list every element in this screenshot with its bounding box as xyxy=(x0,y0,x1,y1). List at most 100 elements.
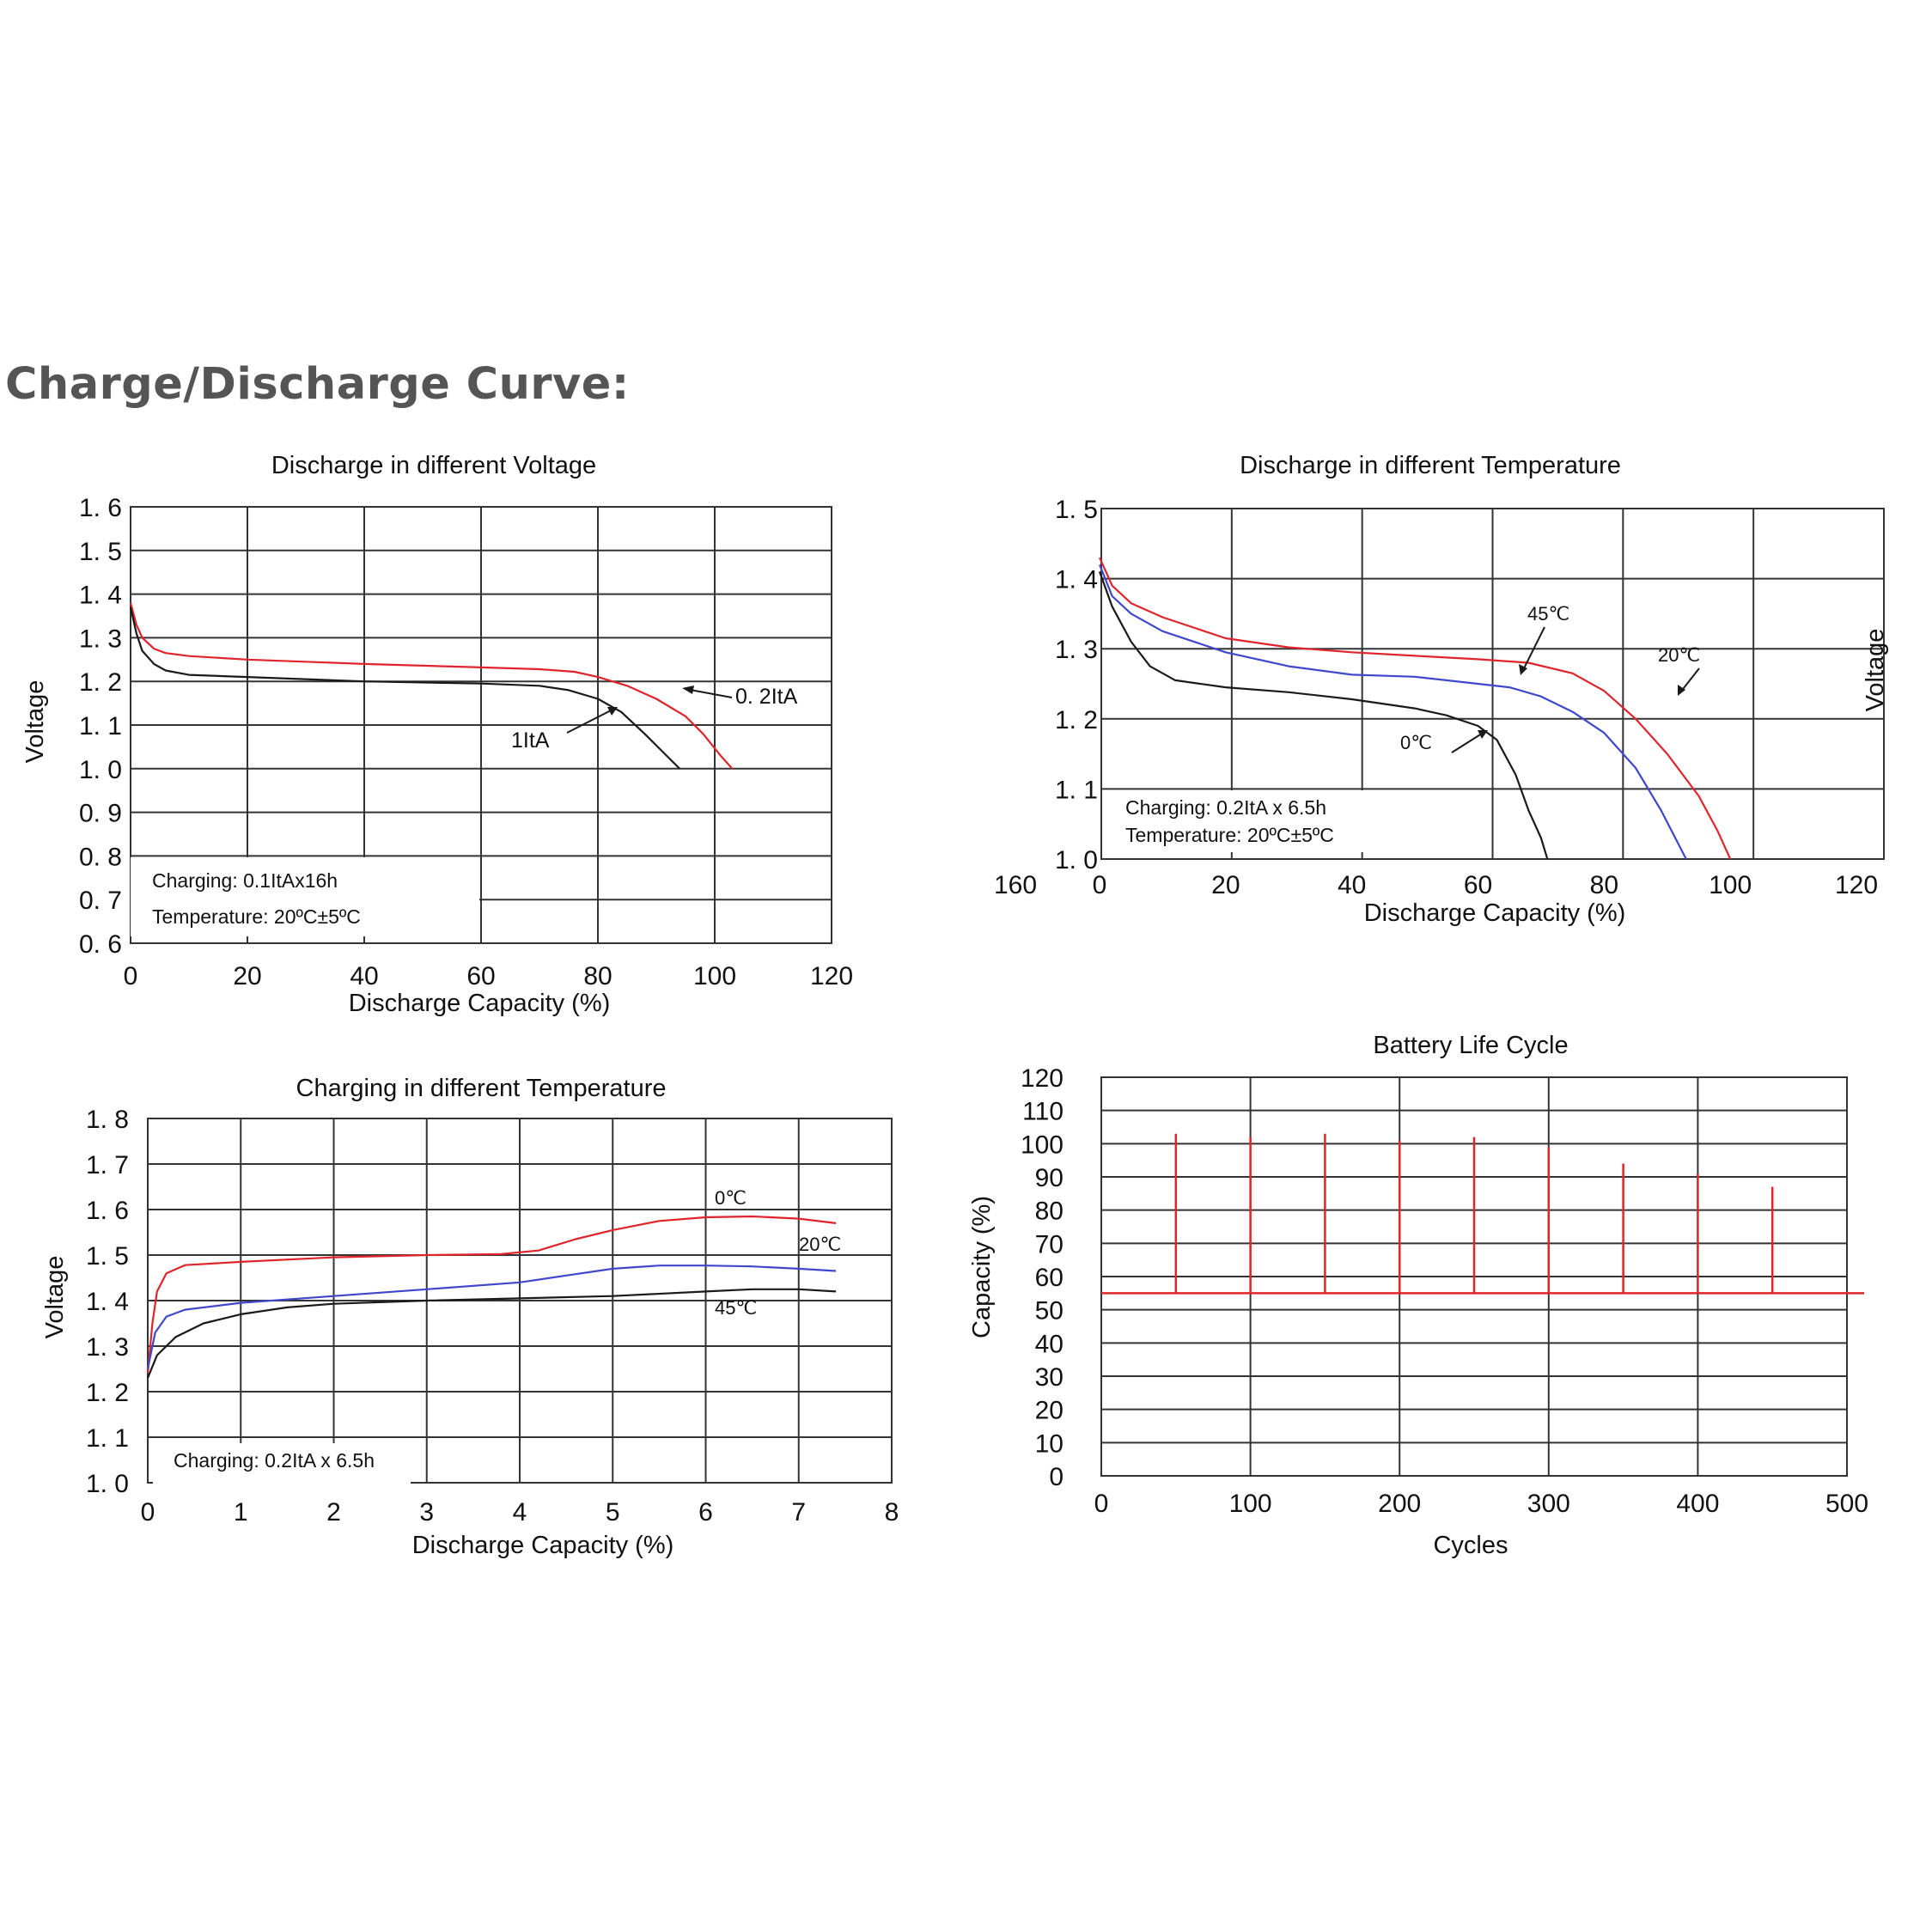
x-tick-label: 4 xyxy=(513,1498,527,1527)
x-tick-label: 120 xyxy=(810,962,853,990)
y-axis-label: Voltage xyxy=(21,680,49,764)
note-line-2: Temperature: 20ºC±5ºC xyxy=(1125,824,1334,846)
x-tick-label: 7 xyxy=(791,1498,806,1527)
x-tick-label: 20 xyxy=(1211,871,1240,899)
x-tick-label: 60 xyxy=(1464,871,1492,899)
series-label-20c: 20℃ xyxy=(1658,644,1700,666)
series-line xyxy=(146,1288,837,1379)
y-tick-label: 1. 6 xyxy=(79,494,122,522)
y-tick-label: 1. 3 xyxy=(1055,636,1098,664)
y-tick-label: 0. 8 xyxy=(79,843,122,871)
series-label-45c: 45℃ xyxy=(715,1297,757,1319)
x-tick-label: 300 xyxy=(1527,1490,1570,1518)
x-tick-label: 80 xyxy=(1590,871,1618,899)
arrow-0.2ita xyxy=(685,688,733,698)
y-tick-label: 10 xyxy=(1035,1429,1064,1458)
chart-title: Charging in different Temperature xyxy=(296,1075,667,1102)
y-tick-label: 1. 7 xyxy=(86,1151,129,1179)
y-tick-label: 90 xyxy=(1035,1164,1064,1192)
y-tick-label: 80 xyxy=(1035,1198,1064,1226)
series-line xyxy=(129,602,734,770)
y-tick-label: 1. 5 xyxy=(86,1242,129,1271)
y-tick-label: 1. 4 xyxy=(1055,566,1098,594)
y-tick-label: 70 xyxy=(1035,1230,1064,1259)
series-label-45c: 45℃ xyxy=(1527,603,1569,625)
series-lines xyxy=(146,1215,837,1379)
y-tick-label: 1. 0 xyxy=(86,1470,129,1498)
y-tick-label: 50 xyxy=(1035,1297,1064,1326)
y-tick-label: 1. 2 xyxy=(79,668,122,697)
x-tick-label: 5 xyxy=(606,1498,620,1527)
chart-battery-life-cycle: Battery Life Cycle 120110100908070605040… xyxy=(968,1032,1868,1559)
grid xyxy=(1100,1076,1848,1477)
y-tick-label: 1. 3 xyxy=(79,625,122,653)
series-label-0c: 0℃ xyxy=(715,1187,747,1209)
x-tick-label: 3 xyxy=(419,1498,434,1527)
tick-labels: 1. 8 1. 7 1. 6 1. 5 1. 4 1. 3 1. 2 1. 1 1. 0 0 1 2 3… xyxy=(86,1106,899,1527)
y-axis-label-visible: Voltage xyxy=(1862,629,1889,712)
x-tick-label: 0 xyxy=(1094,1490,1109,1518)
chart-title: Discharge in different Temperature xyxy=(1240,452,1621,479)
y-tick-label: 20 xyxy=(1035,1397,1064,1425)
tick-labels: 1. 6 1. 5 1. 4 1. 3 1. 2 1. 1 1. 0 0. 9 0. 8 0. 7… xyxy=(79,494,853,990)
y-tick-label: 0. 6 xyxy=(79,930,122,959)
series-lines xyxy=(1098,557,1732,860)
y-tick-label: 1. 2 xyxy=(86,1379,129,1407)
arrow-1ita xyxy=(566,708,615,734)
y-tick-label: 60 xyxy=(1035,1264,1064,1292)
y-tick-label: 0. 7 xyxy=(79,887,122,915)
x-tick-label: 200 xyxy=(1378,1490,1421,1518)
arrowhead-0c xyxy=(1478,730,1488,739)
y-tick-label: 1. 1 xyxy=(79,712,122,740)
x-tick-label: 2 xyxy=(326,1498,341,1527)
y-tick-label: 1. 1 xyxy=(86,1424,129,1453)
x-tick-label: 0 xyxy=(1093,871,1107,899)
series-line xyxy=(146,1215,837,1374)
x-axis-label: Discharge Capacity (%) xyxy=(349,990,611,1017)
series-bars xyxy=(1101,1133,1864,1295)
y-tick-label: 1. 0 xyxy=(79,756,122,784)
x-tick-label: 160 xyxy=(994,871,1037,899)
x-tick-label: 40 xyxy=(1338,871,1366,899)
y-tick-label: 1. 1 xyxy=(1055,776,1098,804)
note-line-1: Charging: 0.1ItAx16h xyxy=(152,869,338,892)
note-line-1: Charging: 0.2ItA x 6.5h xyxy=(174,1449,375,1472)
y-tick-label: 1. 3 xyxy=(86,1333,129,1362)
y-tick-label: 1. 2 xyxy=(1055,706,1098,734)
y-tick-label: 110 xyxy=(1022,1098,1064,1126)
y-tick-label: 120 xyxy=(1021,1064,1064,1093)
y-tick-label: 1. 4 xyxy=(86,1288,129,1316)
chart-title: Battery Life Cycle xyxy=(1373,1032,1568,1059)
y-tick-label: 1. 8 xyxy=(86,1106,129,1134)
x-tick-label: 60 xyxy=(466,962,495,990)
y-tick-label: 100 xyxy=(1021,1131,1064,1159)
series-line xyxy=(129,606,680,770)
series-label-20c: 20℃ xyxy=(799,1234,841,1255)
chart-charging-temperature: Charging in different Temperature 1. 8 1.… xyxy=(41,1075,899,1559)
series-line xyxy=(1098,557,1732,860)
y-tick-label: 1. 6 xyxy=(86,1197,129,1225)
y-tick-label: 40 xyxy=(1035,1330,1064,1358)
x-axis-label: Discharge Capacity (%) xyxy=(1364,899,1626,927)
x-tick-label: 80 xyxy=(583,962,612,990)
arrow-20c xyxy=(1679,667,1700,693)
series-label-0.2ita: 0. 2ItA xyxy=(735,685,798,709)
y-tick-label: 0 xyxy=(1049,1463,1064,1491)
grid xyxy=(1100,508,1885,860)
note-box xyxy=(153,1443,411,1486)
x-tick-label: 100 xyxy=(1709,871,1752,899)
y-tick-label: 1. 5 xyxy=(79,538,122,566)
x-tick-label: 120 xyxy=(1835,871,1878,899)
note-box xyxy=(131,857,479,936)
tick-labels: 1. 5 1. 4 1. 3 1. 2 1. 1 1. 0 160 0 20 40 60 80 100 1… xyxy=(994,496,1878,899)
arrowhead-0.2ita xyxy=(682,686,694,694)
grid xyxy=(130,506,832,944)
note-line-1: Charging: 0.2ItA x 6.5h xyxy=(1125,796,1326,819)
chart-discharge-voltage: Discharge in different Voltage 1. 6 1. 5 1… xyxy=(21,452,853,1017)
x-tick-label: 20 xyxy=(233,962,261,990)
arrow-45c xyxy=(1521,626,1545,673)
x-tick-label: 40 xyxy=(350,962,378,990)
chart-title: Discharge in different Voltage xyxy=(271,452,596,479)
y-tick-label: 1. 5 xyxy=(1055,496,1098,524)
